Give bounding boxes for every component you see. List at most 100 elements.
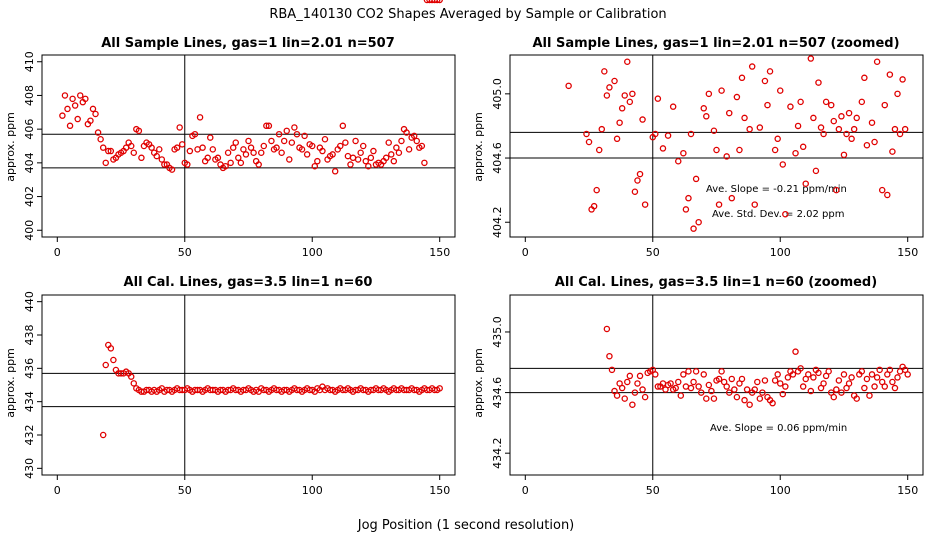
data-point [799,383,807,390]
data-point [168,166,176,173]
data-point [161,161,168,168]
data-point [250,149,257,156]
data-point [886,366,894,374]
data-point [810,114,817,122]
y-axis-label: approx. ppm [4,348,17,418]
data-point [685,368,692,375]
data-point [209,146,217,153]
data-point [283,127,290,135]
data-point [199,144,206,151]
data-point [664,132,672,139]
data-point [868,371,876,378]
data-point [191,130,199,138]
data-point [606,84,613,91]
data-point [690,378,697,386]
data-point [186,147,194,155]
data-point [237,159,245,167]
data-point [105,147,112,155]
data-point [385,139,392,146]
data-point [685,194,692,202]
data-point [779,161,787,168]
data-point [797,98,804,106]
data-point [751,386,758,393]
data-point [759,389,766,396]
data-point [608,366,616,374]
data-point [641,201,649,208]
data-point [705,90,713,98]
data-point [805,371,812,378]
data-point [148,144,155,151]
x-tick-label: 0 [522,484,529,497]
data-point [61,92,69,99]
data-point [229,144,237,151]
data-point [776,87,784,94]
data-point [59,112,66,119]
data-point [873,58,881,65]
data-point [896,130,904,138]
data-point [639,386,646,393]
y-tick-label: 430 [23,458,36,479]
data-point [319,147,326,155]
data-point [718,368,725,375]
data-point [776,380,784,387]
data-point [291,124,298,131]
data-point [207,134,214,141]
y-tick-label: 435.0 [491,316,504,348]
data-point [245,137,252,145]
data-point [311,162,319,170]
data-point [845,380,853,387]
data-point [173,144,181,151]
data-point [738,74,746,82]
data-point [359,142,367,150]
panel-title: All Sample Lines, gas=1 lin=2.01 n=507 [101,36,395,51]
data-point [74,115,81,123]
x-tick-label: 150 [429,246,450,259]
x-tick-label: 50 [646,484,660,497]
data-point [835,377,843,384]
data-point [92,110,99,118]
data-point [731,386,738,393]
data-point [590,202,598,210]
data-point [725,389,733,396]
data-point [659,145,667,152]
y-tick-label: 402 [23,186,36,207]
data-point [153,152,160,160]
data-point [64,105,71,113]
data-point [178,141,186,148]
data-point [618,384,626,392]
data-point [822,98,830,106]
data-point [265,122,273,130]
data-point [723,383,730,390]
y-tick-label: 432 [23,425,36,446]
data-point [891,384,899,392]
data-point [398,137,405,145]
data-point [69,95,76,103]
data-point [631,188,639,195]
data-point [204,154,211,162]
data-point [675,378,682,386]
data-point [871,138,878,146]
x-tick-label: 0 [54,484,61,497]
data-point [641,393,649,401]
data-point [636,170,644,178]
data-point [692,175,700,183]
data-point [66,122,74,130]
data-point [807,55,815,62]
data-point [774,135,781,143]
panel-title: All Cal. Lines, gas=3.5 lin=1 n=60 [124,275,373,290]
data-point [738,375,746,383]
data-point [94,129,102,136]
data-point [247,144,255,151]
y-tick-label: 436 [23,358,36,379]
panel-sample-lines: All Sample Lines, gas=1 lin=2.01 n=507 a… [4,0,456,259]
data-point [624,378,631,386]
x-tick-label: 50 [178,484,192,497]
data-point [613,135,621,143]
data-point [613,392,621,399]
x-tick-label: 150 [897,484,918,497]
y-tick-label: 438 [23,325,36,346]
data-point [771,377,779,384]
data-point [603,92,611,99]
data-point [815,369,822,377]
data-point [812,167,820,175]
